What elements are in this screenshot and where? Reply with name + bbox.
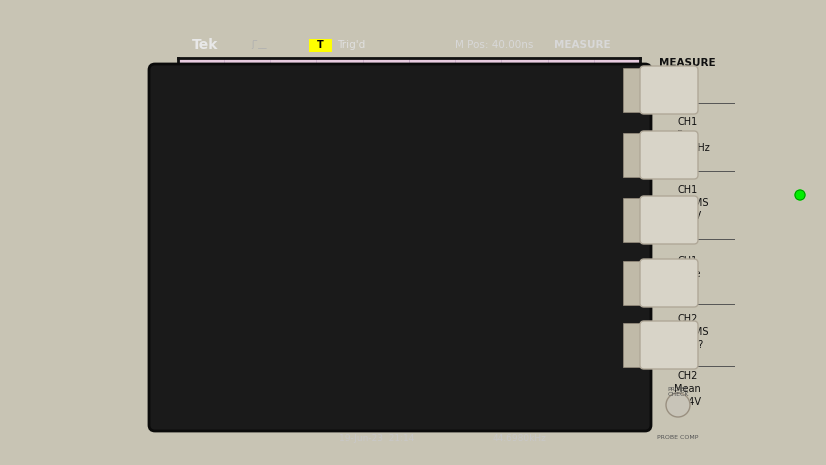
FancyBboxPatch shape	[640, 259, 698, 307]
Text: CH2  5.00V: CH2 5.00V	[288, 415, 344, 425]
Text: CH2
Mean
10.4V: CH2 Mean 10.4V	[674, 371, 701, 406]
Text: PROBE COMP: PROBE COMP	[657, 434, 699, 439]
Bar	[623, 261, 645, 305]
Text: 19-Jun-23  21:14: 19-Jun-23 21:14	[339, 434, 415, 443]
Text: T: T	[317, 40, 324, 50]
FancyBboxPatch shape	[640, 66, 698, 114]
Text: Trig'd: Trig'd	[337, 40, 365, 50]
Text: Tek: Tek	[192, 38, 218, 53]
Text: 44.6980kHz: 44.6980kHz	[492, 434, 546, 443]
Bar	[623, 133, 645, 177]
FancyBboxPatch shape	[640, 321, 698, 369]
Bar	[623, 68, 645, 112]
Text: MEASURE: MEASURE	[554, 40, 610, 50]
Text: 1: 1	[180, 267, 187, 277]
FancyBboxPatch shape	[640, 196, 698, 244]
Circle shape	[666, 393, 690, 417]
Bar	[623, 198, 645, 242]
Text: ◄: ◄	[642, 198, 649, 208]
FancyBboxPatch shape	[640, 131, 698, 179]
Text: ▼: ▼	[405, 65, 413, 75]
Text: ʃˉ__: ʃˉ__	[252, 40, 268, 49]
Text: 2: 2	[180, 341, 187, 351]
Text: MEASURE: MEASURE	[659, 58, 716, 68]
FancyBboxPatch shape	[149, 64, 651, 431]
Text: CH1
Cyc RMS
23.3V: CH1 Cyc RMS 23.3V	[667, 185, 709, 221]
Text: CH1
Freq
44.72kHz: CH1 Freq 44.72kHz	[665, 117, 710, 153]
Circle shape	[795, 190, 805, 200]
Bar	[310, 39, 331, 52]
Text: CH2
Cyc RMS
10.5V?: CH2 Cyc RMS 10.5V?	[667, 314, 709, 350]
Text: CH1
None: CH1 None	[675, 256, 700, 279]
Text: CH1  /  23.2V: CH1 / 23.2V	[515, 415, 580, 425]
Text: M 10.0μs: M 10.0μs	[400, 415, 444, 425]
Text: M Pos: 40.00ns: M Pos: 40.00ns	[455, 40, 534, 50]
Text: PROBE
CHECK: PROBE CHECK	[667, 386, 689, 398]
Bar	[623, 323, 645, 367]
Text: CH1  20.0V: CH1 20.0V	[183, 415, 237, 425]
